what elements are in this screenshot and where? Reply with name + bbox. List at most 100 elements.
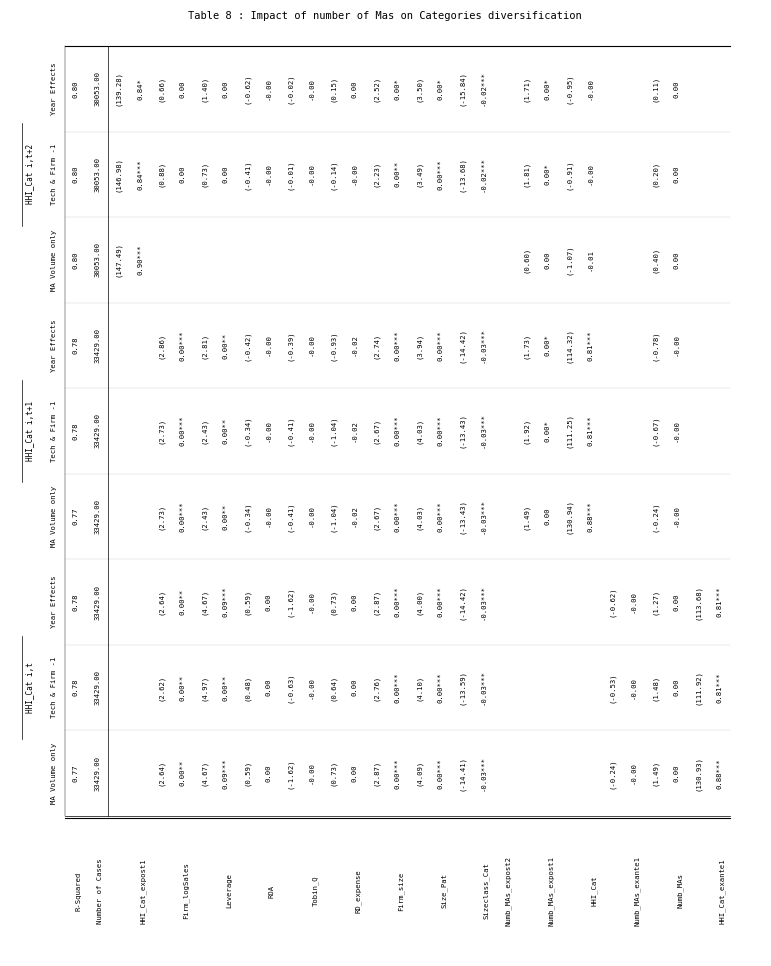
Text: 0.00: 0.00 xyxy=(223,80,229,98)
Text: (-1.04): (-1.04) xyxy=(330,501,336,532)
Text: Number of Cases: Number of Cases xyxy=(97,858,103,923)
Text: HHI_Cat i,t+2: HHI_Cat i,t+2 xyxy=(25,144,35,205)
Text: HHI_Cat: HHI_Cat xyxy=(591,876,598,906)
Text: (1.81): (1.81) xyxy=(523,161,530,187)
Text: (1.73): (1.73) xyxy=(523,332,530,358)
Text: (-14.41): (-14.41) xyxy=(459,755,465,791)
Text: -0.03***: -0.03*** xyxy=(480,327,487,363)
Text: -0.00: -0.00 xyxy=(631,677,637,698)
Text: 0.00***: 0.00*** xyxy=(180,330,186,360)
Text: 0.00: 0.00 xyxy=(544,251,550,269)
Text: (0.59): (0.59) xyxy=(244,589,251,615)
Text: HHI_Cat_exante1: HHI_Cat_exante1 xyxy=(719,858,726,923)
Text: (3.49): (3.49) xyxy=(416,161,423,187)
Text: 0.00***: 0.00*** xyxy=(395,586,400,617)
Text: -0.02: -0.02 xyxy=(352,505,358,527)
Text: -0.00: -0.00 xyxy=(631,591,637,613)
Text: Numb_MAs_expost2: Numb_MAs_expost2 xyxy=(505,856,511,926)
Text: 0.88***: 0.88*** xyxy=(588,501,594,532)
Text: (0.40): (0.40) xyxy=(651,246,658,273)
Text: Year Effects: Year Effects xyxy=(51,319,57,372)
Text: 0.00***: 0.00*** xyxy=(437,501,443,532)
Text: (-0.67): (-0.67) xyxy=(651,415,658,446)
Text: (2.87): (2.87) xyxy=(373,760,379,786)
Text: 0.77: 0.77 xyxy=(72,764,79,781)
Text: -0.00: -0.00 xyxy=(308,163,315,185)
Text: 0.81***: 0.81*** xyxy=(588,330,594,360)
Text: (4.67): (4.67) xyxy=(201,760,207,786)
Text: 33429.00: 33429.00 xyxy=(94,584,100,619)
Text: -0.00: -0.00 xyxy=(352,163,358,185)
Text: 0.00*: 0.00* xyxy=(544,78,550,99)
Text: (2.67): (2.67) xyxy=(373,503,379,529)
Text: -0.00: -0.00 xyxy=(266,163,272,185)
Text: (130.94): (130.94) xyxy=(566,499,572,534)
Text: (-0.78): (-0.78) xyxy=(651,330,658,360)
Text: 0.00: 0.00 xyxy=(266,593,272,611)
Text: 0.81***: 0.81*** xyxy=(716,586,722,617)
Text: (2.64): (2.64) xyxy=(158,760,165,786)
Text: (2.62): (2.62) xyxy=(158,674,165,700)
Text: (1.48): (1.48) xyxy=(651,674,658,700)
Text: 0.00**: 0.00** xyxy=(180,589,186,615)
Text: 33429.00: 33429.00 xyxy=(94,413,100,448)
Text: 0.00**: 0.00** xyxy=(395,161,400,187)
Text: (4.03): (4.03) xyxy=(416,418,423,444)
Text: -0.00: -0.00 xyxy=(308,334,315,356)
Text: (-0.93): (-0.93) xyxy=(330,330,336,360)
Text: (0.64): (0.64) xyxy=(330,674,336,700)
Text: 0.00***: 0.00*** xyxy=(395,330,400,360)
Text: (-0.02): (-0.02) xyxy=(287,73,294,104)
Text: -0.03***: -0.03*** xyxy=(480,499,487,534)
Text: -0.00: -0.00 xyxy=(266,78,272,99)
Text: (1.92): (1.92) xyxy=(523,418,530,444)
Text: (2.76): (2.76) xyxy=(373,674,379,700)
Text: (-13.43): (-13.43) xyxy=(459,413,465,448)
Text: (0.59): (0.59) xyxy=(244,760,251,786)
Text: (-0.62): (-0.62) xyxy=(244,73,251,104)
Text: 0.00*: 0.00* xyxy=(395,78,400,99)
Text: (-0.63): (-0.63) xyxy=(287,672,294,703)
Text: -0.00: -0.00 xyxy=(308,78,315,99)
Text: 0.00: 0.00 xyxy=(673,764,679,781)
Text: Numb_MAs_expost1: Numb_MAs_expost1 xyxy=(547,856,554,926)
Text: (0.73): (0.73) xyxy=(330,589,336,615)
Text: R-Squared: R-Squared xyxy=(76,871,82,911)
Text: Table 8 : Impact of number of Mas on Categories diversification: Table 8 : Impact of number of Mas on Cat… xyxy=(188,11,582,21)
Text: -0.03***: -0.03*** xyxy=(480,413,487,448)
Text: -0.00: -0.00 xyxy=(631,762,637,784)
Text: HHI_Cat i,t+1: HHI_Cat i,t+1 xyxy=(25,401,35,461)
Text: (-0.41): (-0.41) xyxy=(287,415,294,446)
Text: (-0.34): (-0.34) xyxy=(244,501,251,532)
Text: (114.32): (114.32) xyxy=(566,327,572,363)
Text: -0.02: -0.02 xyxy=(352,420,358,441)
Text: HHI_Cat i,t: HHI_Cat i,t xyxy=(25,663,35,713)
Text: 0.00***: 0.00*** xyxy=(180,501,186,532)
Text: (113.68): (113.68) xyxy=(695,584,701,619)
Text: 33429.00: 33429.00 xyxy=(94,670,100,705)
Text: (-13.68): (-13.68) xyxy=(459,156,465,192)
Text: 0.00**: 0.00** xyxy=(223,418,229,444)
Text: (0.60): (0.60) xyxy=(523,246,530,273)
Text: (2.73): (2.73) xyxy=(158,503,165,529)
Text: -0.00: -0.00 xyxy=(308,762,315,784)
Text: Leverage: Leverage xyxy=(226,873,232,908)
Text: 0.00: 0.00 xyxy=(180,80,186,98)
Text: (3.50): (3.50) xyxy=(416,75,423,101)
Text: -0.02: -0.02 xyxy=(352,334,358,356)
Text: (2.87): (2.87) xyxy=(373,589,379,615)
Text: 0.00***: 0.00*** xyxy=(395,415,400,446)
Text: 0.00: 0.00 xyxy=(180,165,186,184)
Text: RD_expense: RD_expense xyxy=(355,869,362,913)
Text: -0.00: -0.00 xyxy=(266,505,272,527)
Text: (0.48): (0.48) xyxy=(244,674,251,700)
Text: (4.00): (4.00) xyxy=(416,589,423,615)
Text: 0.84*: 0.84* xyxy=(137,78,143,99)
Text: 0.09***: 0.09*** xyxy=(223,758,229,788)
Text: (2.81): (2.81) xyxy=(201,332,207,358)
Text: (-0.24): (-0.24) xyxy=(609,758,615,788)
Text: (-0.14): (-0.14) xyxy=(330,159,336,189)
Text: (0.73): (0.73) xyxy=(330,760,336,786)
Text: (4.10): (4.10) xyxy=(416,674,423,700)
Text: 0.00***: 0.00*** xyxy=(395,672,400,703)
